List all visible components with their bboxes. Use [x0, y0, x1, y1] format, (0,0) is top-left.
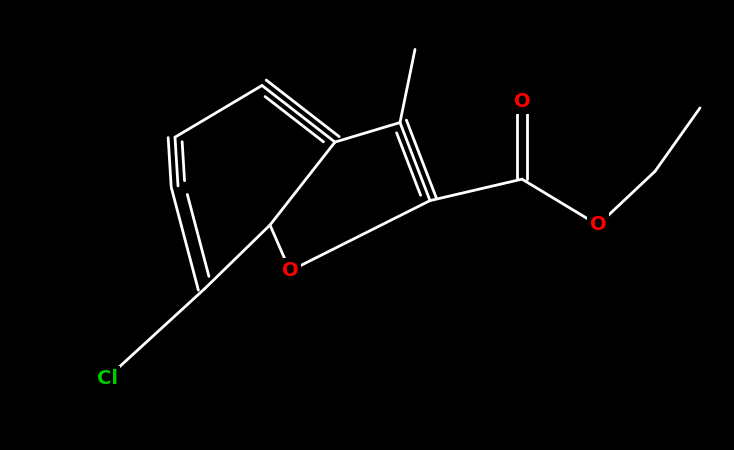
Text: O: O [282, 261, 298, 280]
Text: Cl: Cl [96, 369, 117, 387]
Text: O: O [514, 92, 530, 111]
Text: O: O [589, 216, 606, 234]
